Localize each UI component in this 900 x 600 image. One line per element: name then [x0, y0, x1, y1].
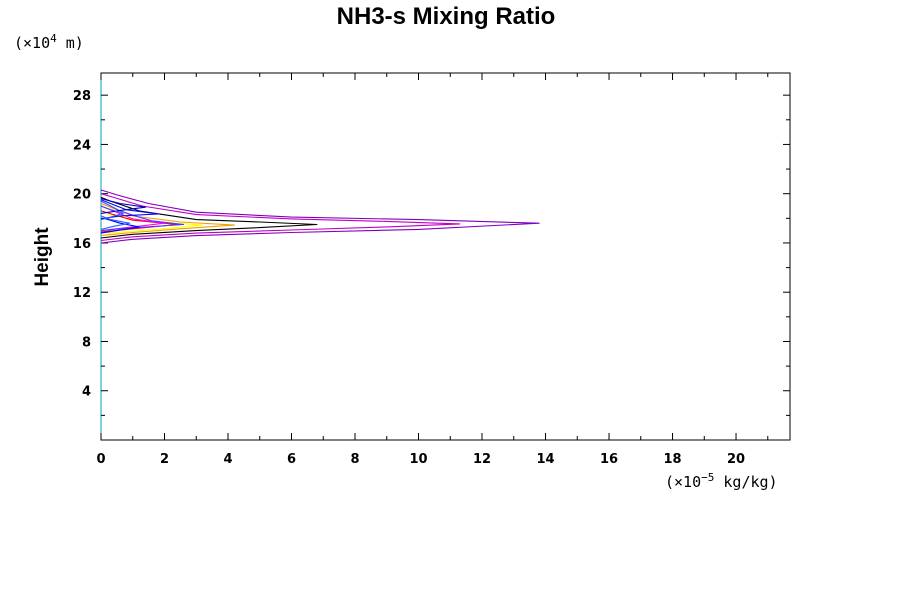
x-tick-label: 20 — [727, 452, 745, 467]
y-tick-label: 8 — [82, 335, 91, 350]
y-unit-suffix: m) — [57, 34, 84, 52]
y-tick-label: 12 — [73, 286, 91, 301]
contour-line-12 — [100, 205, 124, 221]
x-tick-label: 14 — [536, 452, 554, 467]
x-tick-labels: 0 2 4 6 8 10 12 14 16 18 20 — [96, 452, 745, 467]
x-unit-label: (×10−5 kg/kg) — [665, 471, 778, 491]
x-unit-exponent: −5 — [701, 471, 714, 484]
y-unit-label: (×104 m) — [14, 32, 84, 52]
x-unit-prefix: (×10 — [665, 473, 701, 491]
y-tick-label: 16 — [73, 237, 91, 252]
x-tick-label: 0 — [96, 452, 105, 467]
x-tick-label: 8 — [350, 452, 359, 467]
y-tick-label: 24 — [73, 138, 91, 153]
y-tick-label: 20 — [73, 188, 91, 203]
y-tick-label: 28 — [73, 89, 91, 104]
x-tick-label: 16 — [600, 452, 618, 467]
axis-ticks — [100, 73, 790, 440]
chart-title: NH3-s Mixing Ratio — [337, 3, 556, 30]
x-unit-suffix: kg/kg) — [714, 473, 777, 491]
y-axis-label: Height — [32, 227, 53, 287]
plot-frame — [100, 72, 791, 441]
x-tick-label: 4 — [223, 452, 232, 467]
y-tick-label: 4 — [82, 385, 91, 400]
contour-lines — [100, 189, 540, 244]
contour-line-1 — [100, 189, 540, 244]
x-tick-label: 10 — [409, 452, 427, 467]
x-tick-label: 6 — [287, 452, 296, 467]
x-tick-label: 12 — [473, 452, 491, 467]
y-unit-exponent: 4 — [50, 32, 57, 45]
y-unit-prefix: (×10 — [14, 34, 50, 52]
y-tick-labels: 4 8 12 16 20 24 28 — [73, 89, 91, 400]
x-tick-label: 18 — [663, 452, 681, 467]
contour-line-3 — [100, 196, 318, 239]
contour-line-4 — [100, 202, 235, 237]
x-tick-label: 2 — [160, 452, 169, 467]
contour-line-2 — [100, 193, 461, 242]
contour-line-11 — [100, 198, 147, 214]
